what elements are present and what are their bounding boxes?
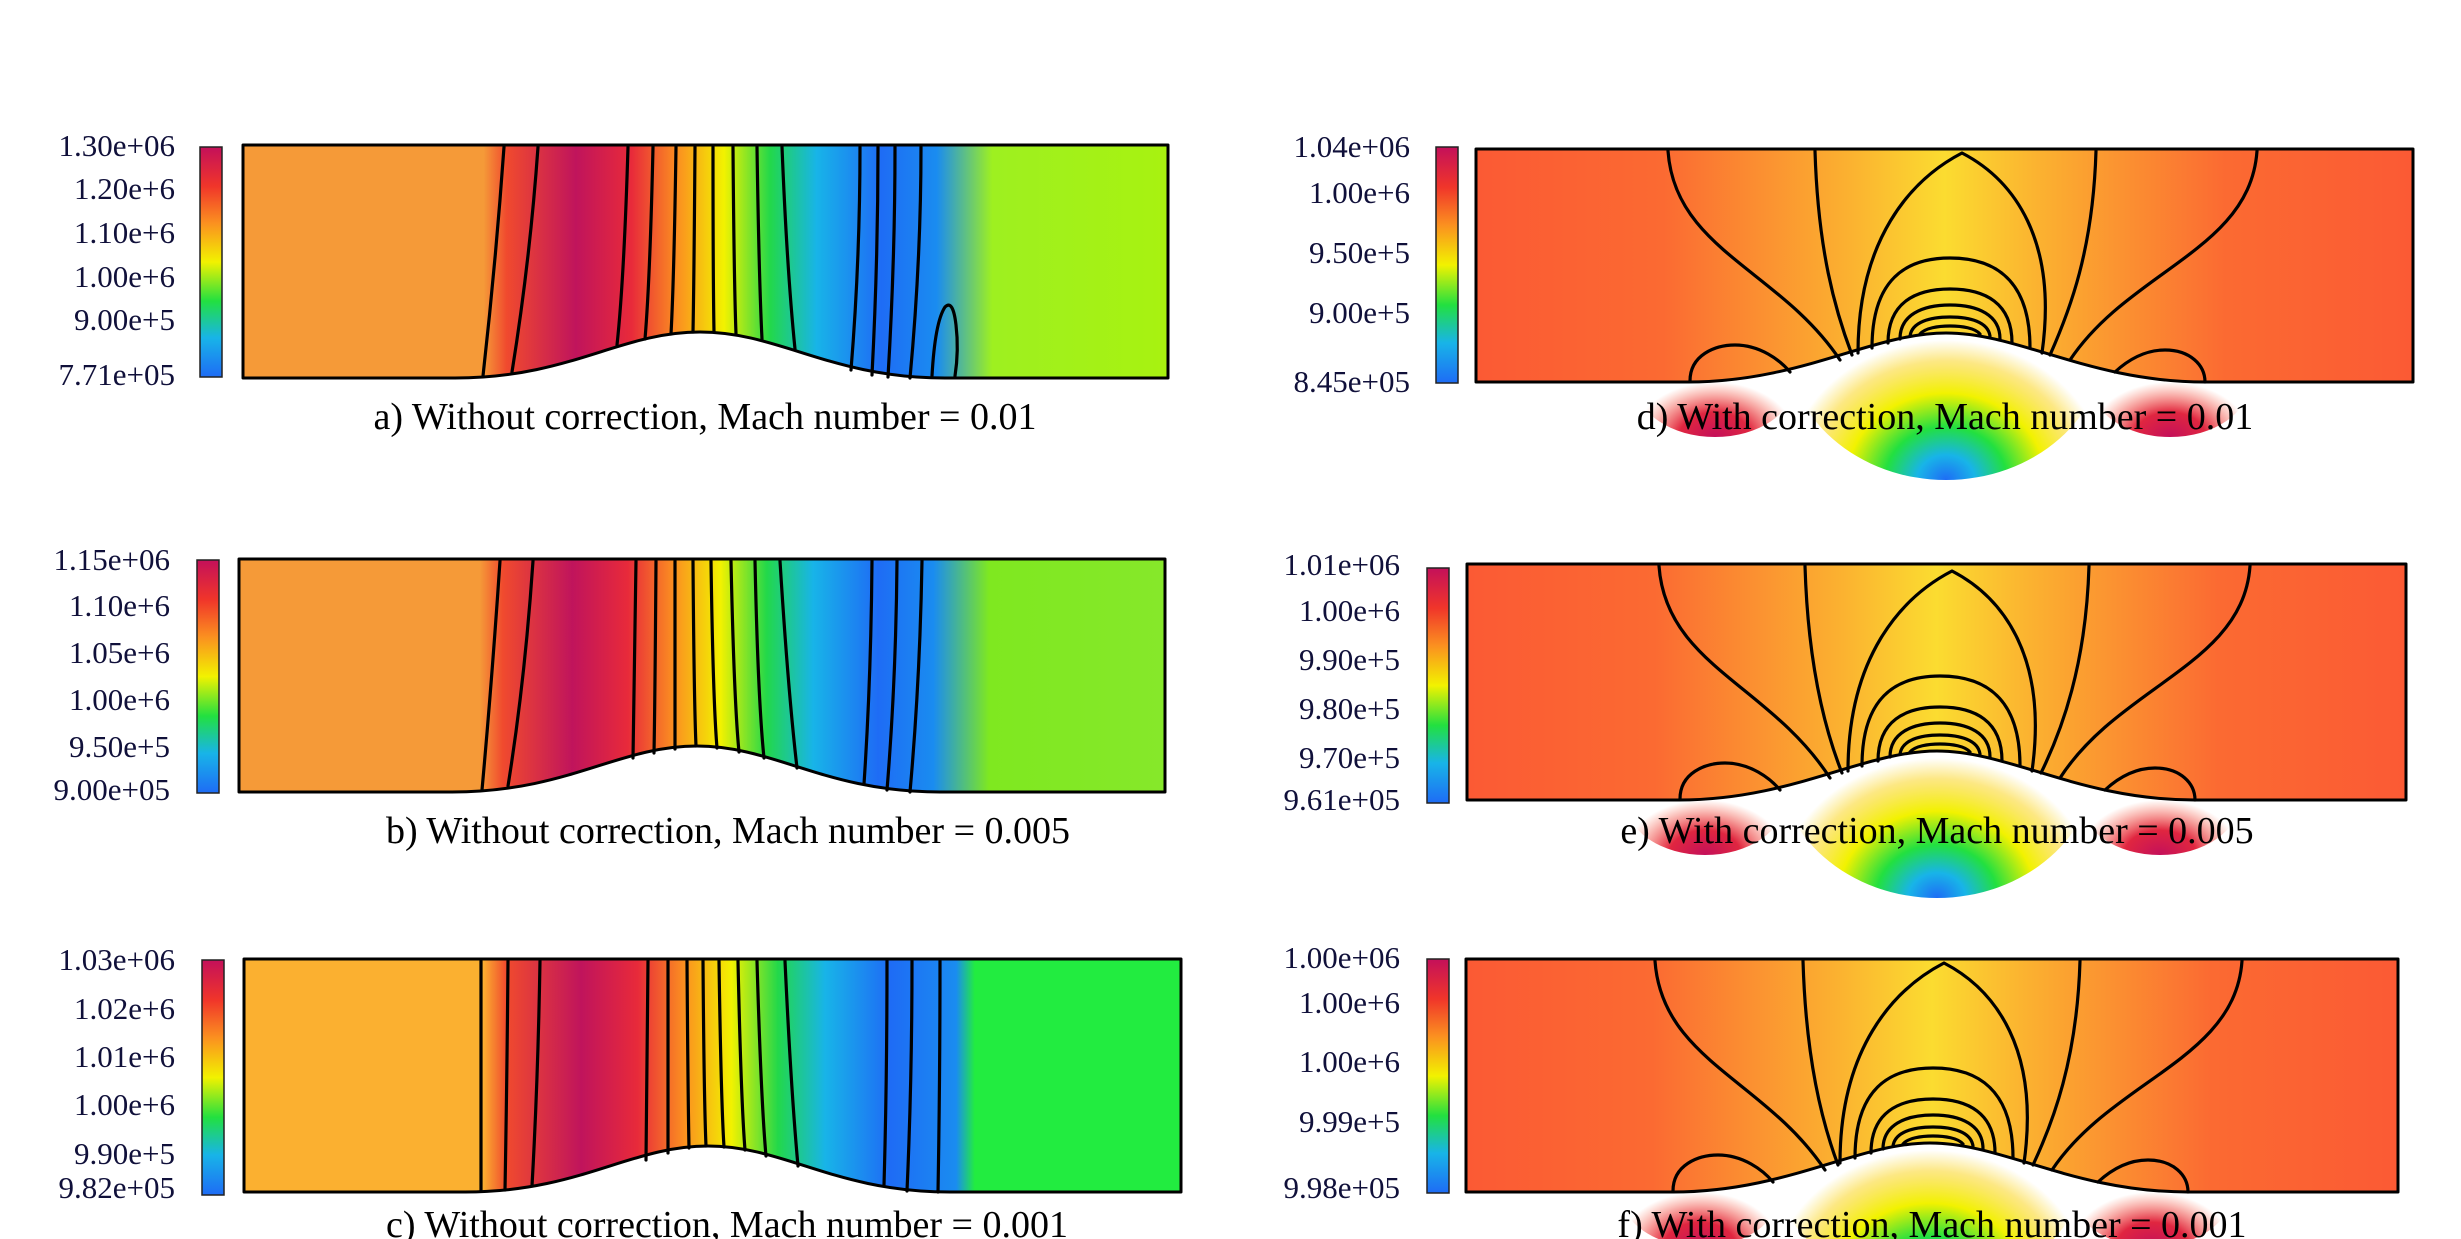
channel-outline-d xyxy=(1474,147,2415,384)
colorbar-f-tick: 1.00e+06 xyxy=(1284,940,1401,975)
panel-a: 1.30e+06 1.20e+6 1.10e+6 1.00e+6 9.00e+5… xyxy=(59,128,1170,438)
field-c xyxy=(244,959,1181,1192)
colorbar-a-tick: 1.10e+6 xyxy=(74,215,175,250)
colorbar-e-tick: 1.00e+6 xyxy=(1299,593,1400,628)
colorbar-b-tick: 9.50e+5 xyxy=(69,729,170,764)
colorbar-f xyxy=(1426,958,1450,1194)
colorbar-f-tick: 1.00e+6 xyxy=(1299,1044,1400,1079)
panel-f-title: f) With correction, Mach number = 0.001 xyxy=(1617,1204,2246,1239)
colorbar-a xyxy=(199,146,223,378)
isolines-e xyxy=(1657,564,2252,802)
field-b xyxy=(239,559,1165,792)
colorbar-d-tick: 8.45e+05 xyxy=(1294,364,1411,399)
panel-a-title: a) Without correction, Mach number = 0.0… xyxy=(374,396,1037,438)
panel-e: 1.01e+06 1.00e+6 9.90e+5 9.80e+5 9.70e+5… xyxy=(1284,547,2408,898)
colorbar-b-tick: 1.05e+6 xyxy=(69,635,170,670)
channel-outline-e xyxy=(1465,562,2408,802)
colorbar-b-tick: 1.10e+6 xyxy=(69,588,170,623)
colorbar-e-tick: 9.90e+5 xyxy=(1299,642,1400,677)
colorbar-b-tick: 1.00e+6 xyxy=(69,682,170,717)
colorbar-d-tick: 1.00e+6 xyxy=(1309,175,1410,210)
colorbar-c-tick: 1.02e+6 xyxy=(74,991,175,1026)
colorbar-a-tick: 1.30e+06 xyxy=(59,128,176,163)
colorbar-f-tick: 9.98e+05 xyxy=(1284,1170,1401,1205)
panel-d-title: d) With correction, Mach number = 0.01 xyxy=(1637,396,2253,438)
isolines-b xyxy=(480,559,924,794)
panel-d: 1.04e+06 1.00e+6 9.50e+5 9.00e+5 8.45e+0… xyxy=(1294,129,2415,480)
channel-outline-f xyxy=(1464,957,2400,1194)
colorbar-a-tick: 1.20e+6 xyxy=(74,171,175,206)
colorbar-c-tick: 1.00e+6 xyxy=(74,1087,175,1122)
isolines-c xyxy=(479,959,942,1194)
colorbar-e xyxy=(1426,567,1450,804)
colorbar-d-tick: 9.00e+5 xyxy=(1309,295,1410,330)
panel-f: 1.00e+06 1.00e+6 1.00e+6 9.99e+5 9.98e+0… xyxy=(1284,940,2400,1239)
colorbar-a-tick: 7.71e+05 xyxy=(59,357,176,392)
colorbar-d xyxy=(1435,146,1459,384)
panel-c: 1.03e+06 1.02e+6 1.01e+6 1.00e+6 9.90e+5… xyxy=(59,942,1183,1239)
colorbar-f-tick: 1.00e+6 xyxy=(1299,985,1400,1020)
colorbar-c-tick: 9.90e+5 xyxy=(74,1136,175,1171)
field-d xyxy=(1476,149,2413,480)
isolines-a xyxy=(481,145,959,380)
colorbar-a-tick: 1.00e+6 xyxy=(74,259,175,294)
panel-c-title: c) Without correction, Mach number = 0.0… xyxy=(386,1204,1068,1239)
isolines-f xyxy=(1653,959,2244,1194)
colorbar-b-tick: 9.00e+05 xyxy=(54,772,171,807)
colorbar-c xyxy=(201,959,225,1196)
colorbar-e-tick: 9.70e+5 xyxy=(1299,740,1400,775)
colorbar-f-tick: 9.99e+5 xyxy=(1299,1104,1400,1139)
field-a xyxy=(243,145,1168,378)
field-f xyxy=(1466,959,2398,1239)
colorbar-d-tick: 9.50e+5 xyxy=(1309,235,1410,270)
panel-b-title: b) Without correction, Mach number = 0.0… xyxy=(386,810,1070,852)
channel-outline-c xyxy=(242,957,1183,1194)
colorbar-d-tick: 1.04e+06 xyxy=(1294,129,1411,164)
colorbar-b xyxy=(196,559,220,794)
colorbar-c-tick: 9.82e+05 xyxy=(59,1170,176,1205)
colorbar-a-tick: 9.00e+5 xyxy=(74,302,175,337)
panel-e-title: e) With correction, Mach number = 0.005 xyxy=(1620,810,2253,852)
panel-b: 1.15e+06 1.10e+6 1.05e+6 1.00e+6 9.50e+5… xyxy=(54,542,1167,852)
colorbar-c-tick: 1.03e+06 xyxy=(59,942,176,977)
isolines-d xyxy=(1666,149,2259,384)
colorbar-e-tick: 9.61e+05 xyxy=(1284,782,1401,817)
colorbar-c-tick: 1.01e+6 xyxy=(74,1039,175,1074)
colorbar-e-tick: 1.01e+06 xyxy=(1284,547,1401,582)
colorbar-b-tick: 1.15e+06 xyxy=(54,542,171,577)
colorbar-e-tick: 9.80e+5 xyxy=(1299,691,1400,726)
